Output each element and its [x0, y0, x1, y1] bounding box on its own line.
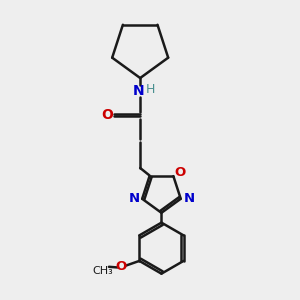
- Text: H: H: [146, 83, 155, 96]
- Text: O: O: [101, 108, 113, 122]
- Text: N: N: [183, 192, 194, 205]
- Text: O: O: [116, 260, 127, 273]
- Text: O: O: [174, 166, 185, 179]
- Text: N: N: [128, 192, 140, 205]
- Text: CH₃: CH₃: [92, 266, 113, 276]
- Text: N: N: [133, 84, 144, 98]
